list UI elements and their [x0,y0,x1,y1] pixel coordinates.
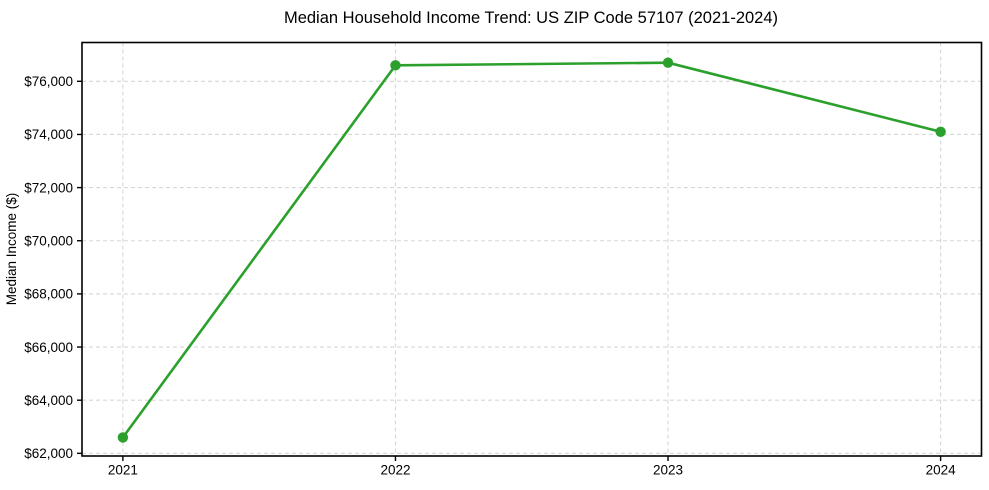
x-tick-label: 2023 [653,463,683,478]
y-tick-label: $64,000 [24,393,73,408]
data-point [935,126,946,137]
x-tick-label: 2024 [926,463,957,478]
y-tick-label: $68,000 [24,287,73,302]
data-point [117,432,129,443]
data-point [662,57,674,68]
plot-border [81,41,983,457]
y-tick-label: $76,000 [24,74,73,89]
trend-line [121,61,942,439]
y-tick-label: $66,000 [24,340,73,355]
x-tick-label: 2021 [108,463,138,478]
y-tick-label: $72,000 [24,180,73,195]
y-tick-label: $62,000 [24,446,73,461]
data-point [390,60,401,71]
x-tick-label: 2022 [380,463,410,478]
y-tick-label: $74,000 [24,127,73,142]
plot-area: $62,000 $64,000 $66,000 $68,000 $70,000 $72,0… [24,41,983,478]
y-tick-label: $70,000 [24,234,73,249]
chart-title: Median Household Income Trend: US ZIP Co… [284,9,778,27]
y-axis-title: Median Income ($) [4,193,19,306]
